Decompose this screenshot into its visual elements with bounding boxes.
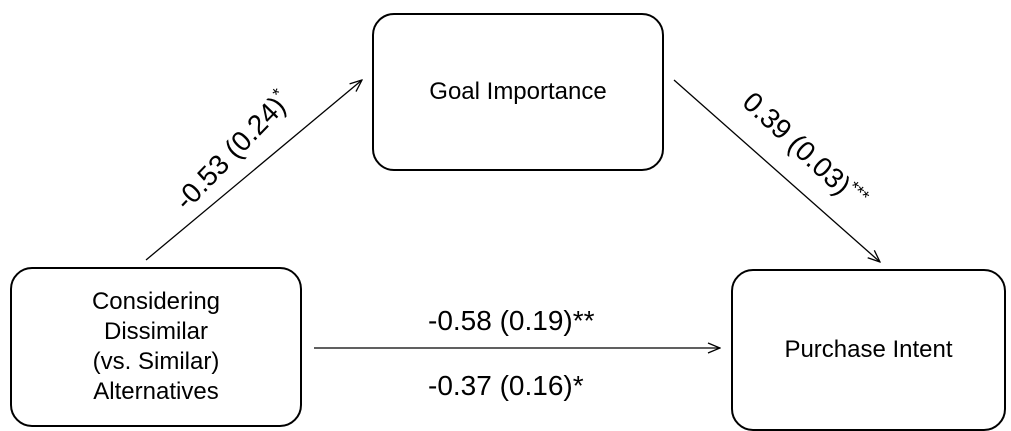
- path-c-total-coefficient-label: -0.58 (0.19)**: [428, 307, 595, 335]
- considering-alternatives-box: Considering Dissimilar (vs. Similar) Alt…: [10, 267, 302, 427]
- considering-line-2: Dissimilar: [104, 318, 208, 345]
- goal-importance-label: Goal Importance: [429, 78, 607, 105]
- path-c-total-coefficient: -0.58 (0.19): [428, 305, 573, 336]
- considering-line-4: Alternatives: [93, 378, 219, 405]
- considering-line-1: Considering: [91, 288, 221, 315]
- arrow-goal-to-purchase: [673, 79, 880, 262]
- path-c-direct-coefficient: -0.37 (0.16): [428, 370, 573, 401]
- arrow-considering-to-goal: [145, 80, 362, 261]
- considering-line-3: (vs. Similar): [92, 348, 220, 375]
- purchase-intent-label: Purchase Intent: [784, 336, 953, 363]
- purchase-intent-box: Purchase Intent: [731, 269, 1006, 431]
- path-c-direct-coefficient-label: -0.37 (0.16)*: [428, 372, 584, 400]
- path-c-direct-significance: *: [572, 370, 584, 401]
- goal-importance-box: Goal Importance: [372, 13, 664, 171]
- path-c-total-significance: **: [572, 305, 595, 336]
